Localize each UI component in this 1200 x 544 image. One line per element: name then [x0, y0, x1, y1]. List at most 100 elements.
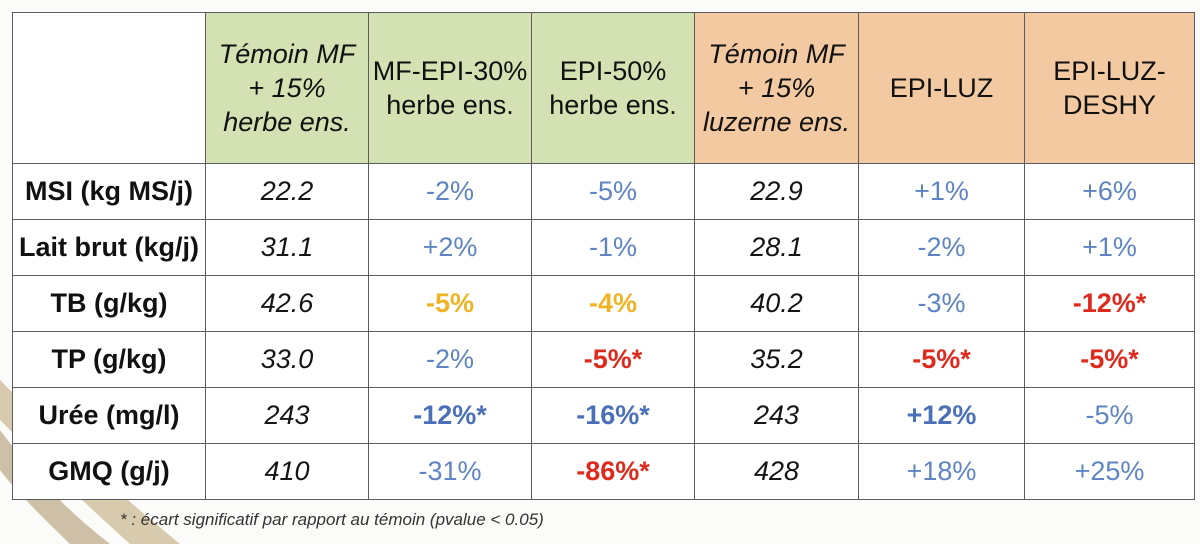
table-cell: 35.2 [694, 331, 859, 388]
table-row: TP (g/kg) 33.0 -2% -5%* 35.2 -5%* -5%* [12, 331, 1195, 388]
table-cell: -5% [531, 163, 695, 220]
table-cell: -31% [368, 443, 532, 500]
cell-value: 28.1 [750, 232, 803, 262]
cell-value: +18% [906, 456, 977, 486]
table-cell: 42.6 [205, 275, 369, 332]
cell-value: -5% [425, 288, 474, 318]
table-row: Lait brut (kg/j) 31.1 +2% -1% 28.1 -2% +1% [12, 219, 1195, 276]
cell-value: -3% [917, 288, 966, 318]
corner-cell [12, 12, 206, 164]
table-cell: -5% [1024, 387, 1195, 444]
row-label: MSI (kg MS/j) [12, 163, 206, 220]
table-cell: -4% [531, 275, 695, 332]
row-label: TP (g/kg) [12, 331, 206, 388]
table-row: TB (g/kg) 42.6 -5% -4% 40.2 -3% -12%* [12, 275, 1195, 332]
column-header-epi-luz-deshy: EPI-LUZ- DESHY [1024, 12, 1195, 164]
header-line: DESHY [1062, 90, 1157, 120]
cell-value: -4% [588, 288, 637, 318]
results-table: Témoin MF + 15% herbe ens. MF-EPI-30% he… [12, 12, 1195, 500]
table-cell: -16%* [531, 387, 695, 444]
cell-value: 31.1 [260, 232, 314, 262]
row-label: TB (g/kg) [12, 275, 206, 332]
header-line: herbe ens. [223, 107, 351, 137]
header-row: Témoin MF + 15% herbe ens. MF-EPI-30% he… [12, 12, 1195, 164]
header-line: luzerne ens. [702, 107, 851, 137]
table-cell: +25% [1024, 443, 1195, 500]
table-cell: 40.2 [694, 275, 859, 332]
cell-value: 243 [264, 400, 310, 430]
cell-value: 22.9 [750, 176, 803, 206]
header-line: Témoin MF [218, 39, 356, 69]
cell-value: -5% [588, 176, 637, 206]
cell-value: +12% [906, 400, 977, 430]
table-cell: -2% [368, 163, 532, 220]
header-line: EPI-50% [559, 56, 667, 86]
header-line: EPI-LUZ- [1053, 56, 1166, 86]
cell-value: -5%* [583, 344, 643, 374]
cell-value: +6% [1082, 176, 1137, 206]
table-cell: -12%* [1024, 275, 1195, 332]
header-line: EPI-LUZ [889, 73, 994, 103]
header-line: herbe ens. [549, 90, 677, 120]
table-cell: +1% [858, 163, 1025, 220]
row-label: Urée (mg/l) [12, 387, 206, 444]
cell-value: +25% [1074, 456, 1145, 486]
cell-value: 410 [264, 456, 310, 486]
table-cell: -5%* [1024, 331, 1195, 388]
table-cell: 28.1 [694, 219, 859, 276]
cell-value: -12%* [1072, 288, 1147, 318]
table-cell: 22.9 [694, 163, 859, 220]
table-cell: -86%* [531, 443, 695, 500]
cell-value: 33.0 [260, 344, 314, 374]
cell-value: 40.2 [750, 288, 803, 318]
table-cell: +12% [858, 387, 1025, 444]
cell-value: -12%* [413, 400, 487, 430]
cell-value: -5% [1085, 400, 1134, 430]
column-header-epi-luz: EPI-LUZ [858, 12, 1025, 164]
table-cell: 22.2 [205, 163, 369, 220]
header-line: + 15% [737, 73, 816, 103]
table-cell: -12%* [368, 387, 532, 444]
table-cell: -5%* [531, 331, 695, 388]
row-label: Lait brut (kg/j) [12, 219, 206, 276]
table-cell: -5%* [858, 331, 1025, 388]
cell-value: 22.2 [260, 176, 314, 206]
table-cell: 31.1 [205, 219, 369, 276]
table-cell: +1% [1024, 219, 1195, 276]
table-cell: +2% [368, 219, 532, 276]
cell-value: -2% [425, 176, 474, 206]
cell-value: +2% [422, 232, 478, 262]
column-header-temoin-herbe: Témoin MF + 15% herbe ens. [205, 12, 369, 164]
table-cell: -5% [368, 275, 532, 332]
header-line: MF-EPI-30% [372, 56, 528, 86]
cell-value: -2% [917, 232, 966, 262]
table-cell: -2% [368, 331, 532, 388]
row-label: GMQ (g/j) [12, 443, 206, 500]
table-cell: 33.0 [205, 331, 369, 388]
cell-value: -5%* [912, 344, 971, 374]
table-row: GMQ (g/j) 410 -31% -86%* 428 +18% +25% [12, 443, 1195, 500]
cell-value: -86%* [576, 456, 650, 486]
cell-value: 428 [753, 456, 800, 486]
footnote: * : écart significatif par rapport au té… [120, 510, 544, 529]
table-cell: 243 [694, 387, 859, 444]
table-row: Urée (mg/l) 243 -12%* -16%* 243 +12% -5% [12, 387, 1195, 444]
column-header-temoin-luzerne: Témoin MF + 15% luzerne ens. [694, 12, 859, 164]
cell-value: -16%* [576, 400, 650, 430]
cell-value: 243 [753, 400, 800, 430]
table-cell: 410 [205, 443, 369, 500]
cell-value: 35.2 [750, 344, 803, 374]
table-row: MSI (kg MS/j) 22.2 -2% -5% 22.9 +1% +6% [12, 163, 1195, 220]
column-header-mf-epi-30: MF-EPI-30% herbe ens. [368, 12, 532, 164]
table-cell: +18% [858, 443, 1025, 500]
header-line: herbe ens. [386, 90, 514, 120]
column-header-epi-50: EPI-50% herbe ens. [531, 12, 695, 164]
cell-value: +1% [914, 176, 969, 206]
cell-value: -2% [425, 344, 474, 374]
table-cell: -3% [858, 275, 1025, 332]
header-line: + 15% [248, 73, 326, 103]
table-cell: -1% [531, 219, 695, 276]
table-cell: 428 [694, 443, 859, 500]
cell-value: -1% [588, 232, 637, 262]
cell-value: 42.6 [260, 288, 314, 318]
